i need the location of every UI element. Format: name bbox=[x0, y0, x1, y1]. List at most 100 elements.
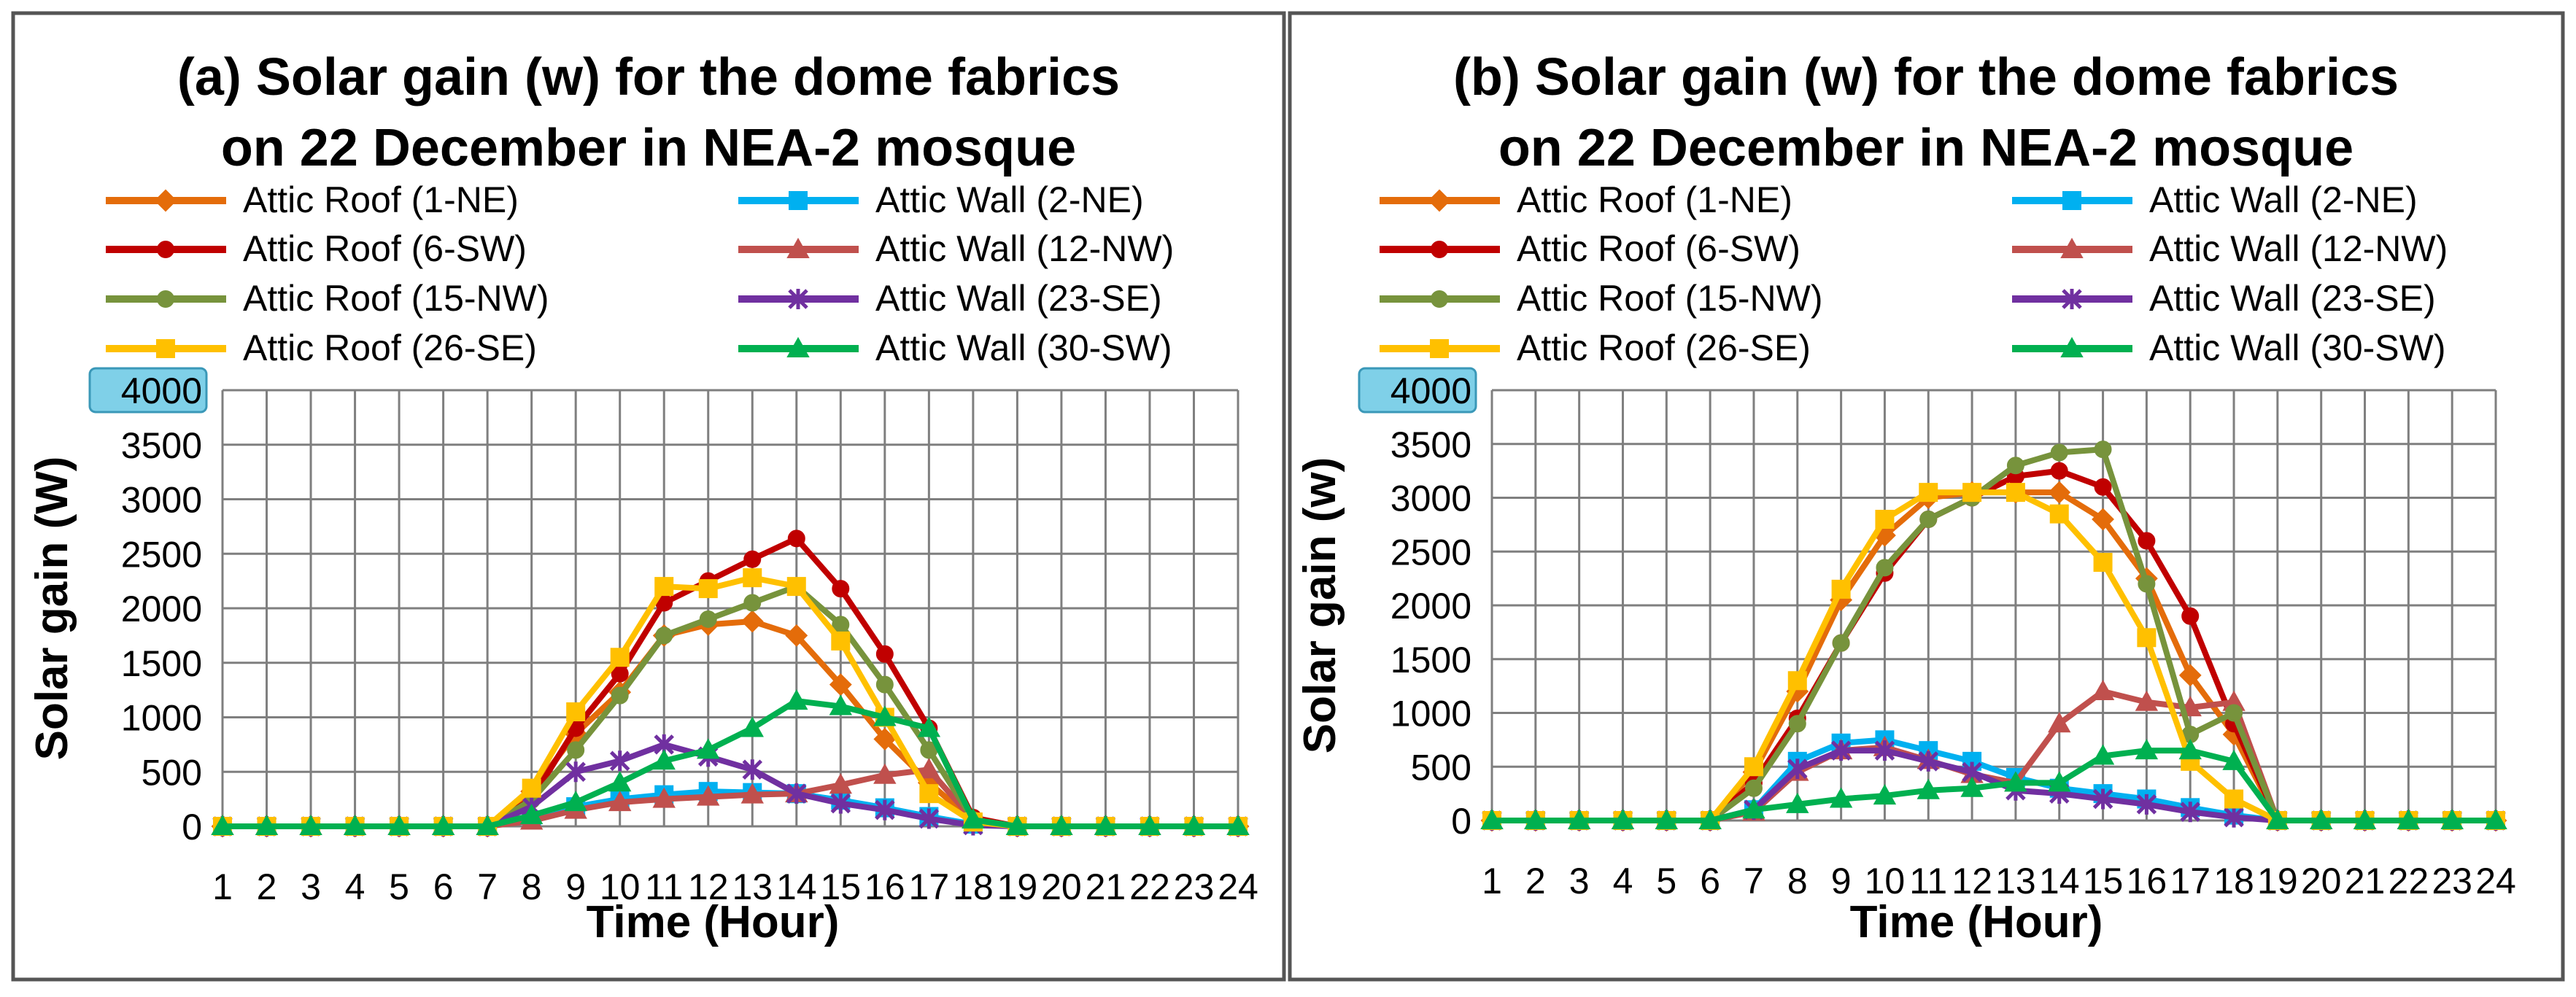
x-tick-label: 14 bbox=[2039, 861, 2080, 901]
data-point bbox=[652, 749, 676, 770]
data-point bbox=[1655, 808, 1679, 829]
data-point bbox=[1873, 784, 1897, 805]
x-tick-label: 16 bbox=[2127, 861, 2167, 901]
data-point bbox=[1138, 814, 1161, 835]
data-point bbox=[2353, 808, 2377, 829]
legend-entry: Attic Wall (23-SE) bbox=[2012, 278, 2436, 319]
data-point bbox=[962, 807, 985, 829]
y-tick-label: 1500 bbox=[1391, 640, 1471, 680]
data-point bbox=[2006, 483, 2025, 503]
legend-marker bbox=[157, 241, 174, 258]
data-point bbox=[2484, 808, 2507, 829]
data-point bbox=[1480, 808, 1504, 829]
x-tick-label: 19 bbox=[2257, 861, 2298, 901]
legend-entry: Attic Roof (26-SE) bbox=[1380, 327, 1811, 368]
legend-entry: Attic Roof (1-NE) bbox=[1380, 179, 1792, 220]
chart-panel-a: (a) Solar gain (w) for the dome fabrics o… bbox=[11, 11, 1286, 982]
legend-label: Attic Roof (26-SE) bbox=[1517, 327, 1811, 368]
legend-entry: Attic Wall (12-NW) bbox=[738, 228, 1174, 269]
legend-marker bbox=[786, 237, 810, 258]
data-point bbox=[2138, 532, 2156, 550]
grid bbox=[221, 389, 1239, 828]
x-tick-label: 15 bbox=[2083, 861, 2124, 901]
data-point bbox=[1787, 671, 1807, 691]
y-tick-label: 2500 bbox=[1391, 532, 1471, 573]
data-point bbox=[2092, 788, 2113, 810]
legend-label: Attic Wall (2-NE) bbox=[875, 179, 1144, 220]
y-axis-title: Solar gain (W) bbox=[27, 457, 77, 761]
data-point bbox=[831, 631, 851, 651]
data-point bbox=[785, 689, 808, 710]
x-tick-label: 7 bbox=[477, 866, 498, 907]
x-tick-label: 16 bbox=[865, 866, 905, 907]
data-point bbox=[1698, 808, 1722, 829]
data-point bbox=[2048, 771, 2071, 792]
x-tick-label: 20 bbox=[1041, 866, 1082, 907]
legend-entry: Attic Roof (26-SE) bbox=[106, 327, 537, 368]
data-point bbox=[875, 799, 895, 821]
data-point bbox=[2093, 553, 2113, 572]
x-tick-label: 12 bbox=[1952, 861, 1992, 901]
data-point bbox=[2266, 808, 2289, 829]
legend-marker bbox=[154, 189, 177, 212]
y-tick-label: 0 bbox=[182, 807, 202, 847]
data-point bbox=[2224, 789, 2244, 809]
x-tick-label: 9 bbox=[1831, 861, 1852, 901]
data-point bbox=[299, 814, 322, 835]
legend-entry: Attic Wall (12-NW) bbox=[2012, 228, 2448, 269]
x-tick-label: 5 bbox=[1656, 861, 1676, 901]
y-tick-label: 2000 bbox=[1391, 586, 1471, 626]
data-point bbox=[1050, 814, 1073, 835]
legend-marker bbox=[157, 290, 174, 308]
y-tick-label: 4000 bbox=[1391, 371, 1471, 411]
data-point bbox=[211, 814, 234, 835]
data-point bbox=[2138, 575, 2156, 593]
data-point bbox=[832, 580, 850, 598]
data-point bbox=[2135, 739, 2159, 760]
data-point bbox=[608, 771, 632, 792]
legend-label: Attic Roof (1-NE) bbox=[1517, 179, 1792, 220]
data-point bbox=[1919, 483, 1938, 503]
data-point bbox=[2222, 749, 2246, 770]
x-tick-label: 4 bbox=[345, 866, 365, 907]
data-point bbox=[786, 783, 807, 804]
chart-title-line: (a) Solar gain (w) for the dome fabrics bbox=[177, 48, 1120, 106]
legend-label: Attic Roof (6-SW) bbox=[243, 228, 527, 269]
data-point bbox=[1876, 559, 1894, 577]
series bbox=[1480, 739, 2507, 829]
data-point bbox=[1524, 808, 1547, 829]
data-point bbox=[875, 675, 894, 694]
data-point bbox=[740, 783, 764, 804]
data-point bbox=[1832, 634, 1850, 652]
data-point bbox=[2397, 808, 2421, 829]
data-point bbox=[740, 716, 764, 737]
data-point bbox=[1744, 779, 1763, 797]
chart-title-line: (b) Solar gain (w) for the dome fabrics bbox=[1453, 48, 2399, 106]
data-point bbox=[697, 785, 720, 806]
data-point bbox=[2440, 808, 2464, 829]
data-point bbox=[2091, 679, 2115, 700]
data-point bbox=[1962, 483, 1982, 503]
x-tick-label: 7 bbox=[1744, 861, 1764, 901]
data-point bbox=[918, 808, 940, 829]
legend-label: Attic Roof (1-NE) bbox=[243, 179, 519, 220]
data-point bbox=[873, 727, 897, 750]
y-tick-label: 4000 bbox=[121, 371, 202, 411]
y-tick-label: 2500 bbox=[121, 534, 202, 575]
x-tick-label: 17 bbox=[2170, 861, 2211, 901]
data-point bbox=[1831, 579, 1851, 599]
data-point bbox=[786, 577, 806, 597]
x-tick-label: 8 bbox=[1787, 861, 1808, 901]
legend-entry: Attic Wall (23-SE) bbox=[738, 278, 1162, 319]
legend-marker bbox=[1430, 339, 1449, 358]
x-tick-label: 1 bbox=[1482, 861, 1502, 901]
data-point bbox=[2050, 443, 2068, 462]
data-point bbox=[2135, 690, 2159, 711]
x-tick-label: 22 bbox=[2389, 861, 2429, 901]
x-tick-label: 3 bbox=[301, 866, 321, 907]
data-point bbox=[566, 702, 586, 722]
x-tick-label: 23 bbox=[1174, 866, 1215, 907]
data-point bbox=[1786, 792, 1809, 813]
data-point bbox=[2136, 794, 2157, 815]
data-point bbox=[255, 814, 279, 835]
